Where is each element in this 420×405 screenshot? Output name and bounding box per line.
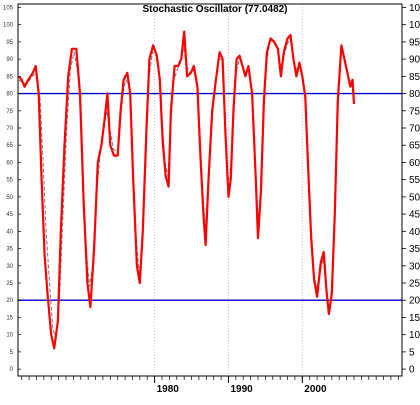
series-stochastic-line — [17, 30, 356, 350]
y-right-tick-label-100: 100 — [409, 20, 420, 31]
y-right-tick-label-65: 65 — [409, 141, 420, 152]
y-right-tick-label-95: 95 — [409, 37, 420, 48]
y-left-tick-label-85: 85 — [6, 74, 13, 80]
y-left-tick-label-100: 100 — [3, 23, 14, 29]
y-left-tick-label-55: 55 — [6, 178, 13, 184]
y-axis-right: 0 5 10 15 20 25 30 35 40 45 50 55 60 65 70 75 80 85 90 95 10… — [402, 3, 420, 376]
y-right-tick-label-15: 15 — [409, 313, 420, 324]
x-tick-label-1980: 1980 — [157, 384, 180, 395]
y-right-tick-label-45: 45 — [409, 210, 420, 221]
y-left-tick-label-0: 0 — [10, 367, 14, 373]
y-right-tick-label-90: 90 — [409, 55, 420, 66]
y-right-tick-label-5: 5 — [409, 347, 415, 358]
y-right-tick-label-55: 55 — [409, 175, 420, 186]
chart-title: Stochastic Oscillator (77.0482) — [142, 4, 287, 15]
y-left-tick-label-105: 105 — [3, 5, 14, 11]
y-left-tick-label-5: 5 — [10, 350, 14, 356]
series-layer — [17, 30, 356, 350]
y-left-tick-label-95: 95 — [6, 40, 13, 46]
y-left-tick-label-75: 75 — [6, 109, 13, 115]
y-right-tick-label-75: 75 — [409, 106, 420, 117]
x-tick-label-2000: 2000 — [304, 384, 327, 395]
plot-border — [17, 3, 403, 377]
y-right-tick-label-50: 50 — [409, 192, 420, 203]
y-left-tick-label-25: 25 — [6, 281, 13, 287]
y-right-tick-label-0: 0 — [409, 365, 415, 376]
y-left-tick-label-65: 65 — [6, 143, 13, 149]
y-right-tick-label-80: 80 — [409, 89, 420, 100]
y-left-tick-label-45: 45 — [6, 212, 13, 218]
y-left-tick-label-60: 60 — [6, 160, 13, 166]
y-left-tick-label-35: 35 — [6, 247, 13, 253]
y-right-tick-label-35: 35 — [409, 244, 420, 255]
y-right-tick-label-30: 30 — [409, 261, 420, 272]
reference-lines — [18, 92, 402, 301]
y-left-tick-label-20: 20 — [6, 298, 13, 304]
y-right-tick-label-85: 85 — [409, 72, 420, 83]
x-tick-label-1990: 1990 — [230, 384, 253, 395]
y-left-tick-label-30: 30 — [6, 264, 13, 270]
plot-frame — [17, 3, 403, 377]
y-left-tick-label-40: 40 — [6, 229, 13, 235]
y-right-tick-label-20: 20 — [409, 296, 420, 307]
y-right-tick-label-25: 25 — [409, 279, 420, 290]
y-right-tick-label-105: 105 — [409, 3, 420, 14]
y-right-tick-label-60: 60 — [409, 158, 420, 169]
y-left-tick-label-90: 90 — [6, 57, 13, 63]
y-left-tick-label-80: 80 — [6, 92, 13, 98]
y-left-tick-label-70: 70 — [6, 126, 13, 132]
y-right-tick-label-70: 70 — [409, 124, 420, 135]
y-right-tick-label-40: 40 — [409, 227, 420, 238]
x-axis: 1980 1990 2000 — [21, 376, 399, 395]
y-right-tick-label-10: 10 — [409, 330, 420, 341]
y-left-tick-label-15: 15 — [6, 315, 13, 321]
y-axis-left: 0 5 10 15 20 25 30 35 40 45 50 55 60 65 70 75 80 85 90 95 10… — [3, 5, 21, 373]
y-left-tick-label-10: 10 — [6, 333, 13, 339]
y-left-tick-label-50: 50 — [6, 195, 13, 201]
